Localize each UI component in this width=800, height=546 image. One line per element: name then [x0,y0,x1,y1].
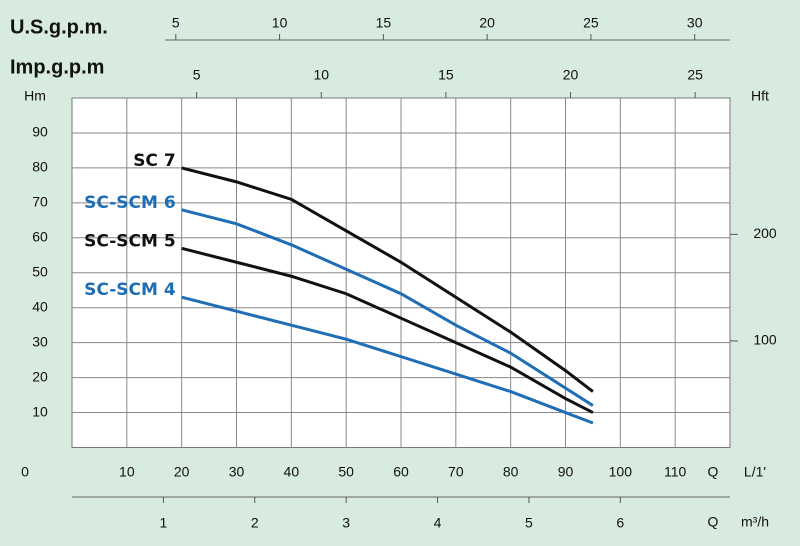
series-line [181,295,594,425]
x-tick-label: 50 [338,464,354,480]
x-tick-label: 110 [664,464,687,480]
tick-label: 25 [583,15,599,31]
tick-label: 20 [563,67,579,83]
tick-label: 10 [313,67,329,83]
tick-label: 4 [434,515,442,531]
series-line [181,208,594,407]
x-tick-label: 20 [174,464,190,480]
y-tick-label: 90 [32,124,48,140]
axis-label: U.S.g.p.m. [10,16,108,38]
tick-label: 25 [687,67,703,83]
tick-label: 20 [479,15,495,31]
x-axis-symbol: Q [708,464,719,480]
y-axis-label: Hm [24,88,46,104]
tick-label: 3 [342,515,350,531]
series-label: SC 7 [133,151,175,171]
tick-label: 10 [272,15,288,31]
x-tick-label: 10 [119,464,135,480]
x-tick-label: 0 [21,464,29,480]
tick-label: 5 [193,67,201,83]
series-label: SC-SCM 6 [84,193,176,213]
tick-label: 5 [525,515,533,531]
tick-label: 2 [251,515,259,531]
axis-label: m³/h [741,514,769,530]
axis-symbol: Q [708,514,719,530]
tick-label: 6 [616,515,624,531]
series-line [181,166,594,393]
y-tick-label: 50 [32,263,48,279]
y-tick-label: 30 [32,333,48,349]
x-tick-label: 100 [609,464,633,480]
y-tick-label: 80 [32,159,48,175]
y-tick-label: 10 [32,403,48,419]
y-tick-label: 20 [32,368,48,384]
x-tick-label: 30 [229,464,245,480]
y-tick-label: 40 [32,298,48,314]
tick-label: 5 [172,15,180,31]
y-tick-label: 60 [32,229,48,245]
y2-tick-label: 200 [753,225,777,241]
series-label: SC-SCM 4 [84,280,176,300]
x-axis-unit: L/1' [744,464,766,480]
x-tick-label: 80 [503,464,519,480]
series-line [181,246,594,414]
y-tick-label: 70 [32,194,48,210]
x-tick-label: 90 [558,464,574,480]
x-tick-label: 40 [284,464,300,480]
y2-tick-label: 100 [753,332,777,348]
series-label: SC-SCM 5 [84,231,176,251]
axis-label: Imp.g.p.m [10,56,104,78]
x-tick-label: 60 [393,464,409,480]
x-tick-label: 70 [448,464,464,480]
tick-label: 15 [376,15,392,31]
y2-axis-label: Hft [751,88,769,104]
tick-label: 15 [438,67,454,83]
tick-label: 1 [159,515,167,531]
tick-label: 30 [687,15,703,31]
